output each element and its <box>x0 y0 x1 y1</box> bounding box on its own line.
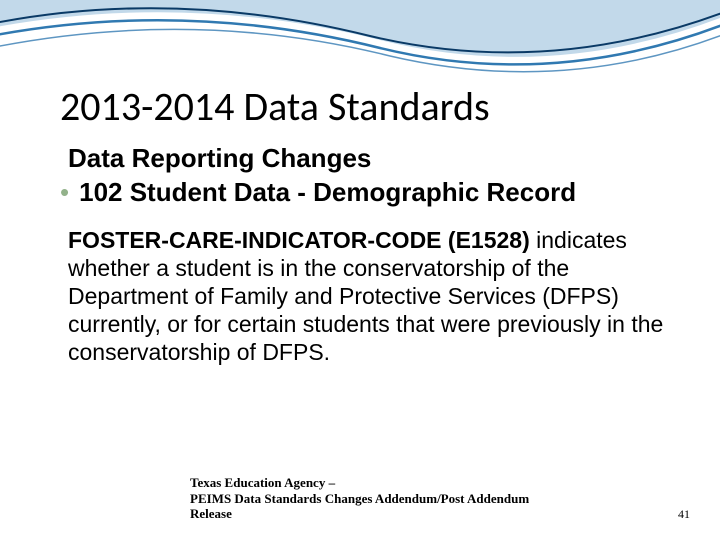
bullet-item: • 102 Student Data - Demographic Record <box>60 178 670 208</box>
section-subtitle: Data Reporting Changes <box>68 143 670 174</box>
bullet-dot-icon: • <box>60 178 69 208</box>
header-swoosh <box>0 0 720 90</box>
slide-title: 2013-2014 Data Standards <box>60 82 670 131</box>
slide-content: 2013-2014 Data Standards Data Reporting … <box>60 90 670 366</box>
footer-citation: Texas Education Agency – PEIMS Data Stan… <box>190 475 550 522</box>
footer-line2: PEIMS Data Standards Changes Addendum/Po… <box>190 491 529 522</box>
body-paragraph: FOSTER-CARE-INDICATOR-CODE (E1528) indic… <box>68 226 670 366</box>
footer-line1: Texas Education Agency – <box>190 475 335 490</box>
bullet-text: 102 Student Data - Demographic Record <box>79 178 576 208</box>
body-bold-lead: FOSTER-CARE-INDICATOR-CODE (E1528) <box>68 227 530 253</box>
page-number: 41 <box>678 507 690 522</box>
